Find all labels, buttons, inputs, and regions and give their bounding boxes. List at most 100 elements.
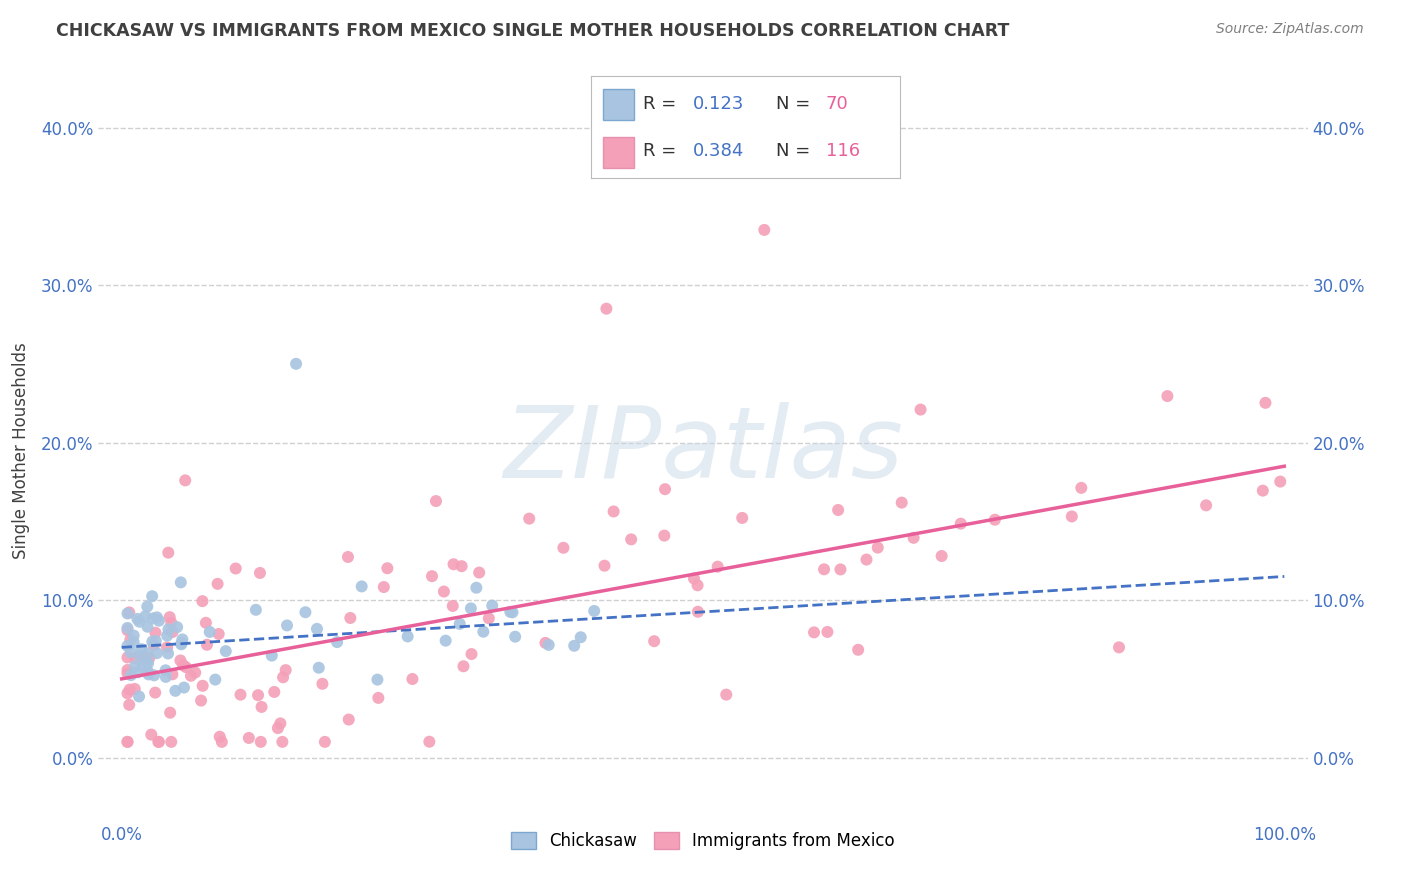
Text: N =: N = — [776, 95, 810, 112]
Text: R =: R = — [643, 95, 676, 112]
Point — [159, 610, 181, 624]
Point — [553, 541, 575, 555]
Point — [148, 735, 170, 749]
Point — [128, 690, 150, 704]
Point — [472, 624, 495, 639]
Text: Source: ZipAtlas.com: Source: ZipAtlas.com — [1216, 22, 1364, 37]
Point — [207, 577, 229, 591]
Point — [269, 716, 291, 731]
Point — [136, 656, 159, 670]
Point — [170, 636, 193, 650]
Point — [373, 580, 395, 594]
Bar — [603, 137, 634, 168]
Point — [683, 572, 706, 586]
Point — [271, 670, 294, 684]
Point — [339, 611, 361, 625]
Point — [534, 636, 557, 650]
Point — [166, 620, 188, 634]
Point — [846, 642, 869, 657]
Point — [453, 659, 475, 673]
Point — [136, 599, 159, 614]
Point — [654, 482, 676, 496]
Point — [208, 730, 231, 744]
Point — [377, 561, 399, 575]
Point — [170, 637, 193, 651]
Point — [754, 223, 776, 237]
Point — [481, 599, 503, 613]
Point — [1156, 389, 1178, 403]
Point — [122, 635, 145, 649]
Point — [890, 495, 912, 509]
Point — [142, 638, 165, 652]
Point — [141, 728, 163, 742]
Point — [311, 677, 333, 691]
Point — [148, 614, 170, 628]
Point — [204, 673, 226, 687]
Point — [247, 688, 270, 702]
Point — [122, 629, 145, 643]
Point — [117, 607, 139, 621]
Point — [172, 658, 194, 673]
Point — [117, 624, 139, 638]
Point — [138, 667, 160, 681]
Point — [225, 561, 247, 575]
Point — [910, 402, 932, 417]
Point — [433, 584, 456, 599]
Point — [336, 549, 359, 564]
Point — [160, 735, 183, 749]
Text: N =: N = — [776, 142, 810, 160]
Point — [129, 642, 152, 657]
Point — [157, 647, 180, 661]
Point — [134, 609, 156, 624]
Point — [449, 616, 471, 631]
Point — [652, 528, 675, 542]
Point — [118, 682, 141, 697]
Point — [156, 629, 179, 643]
Point — [931, 549, 953, 563]
Point — [441, 599, 464, 613]
Point — [716, 688, 738, 702]
Point — [434, 633, 457, 648]
Point — [813, 562, 835, 576]
Point — [117, 735, 139, 749]
Point — [191, 594, 214, 608]
Point — [1070, 481, 1092, 495]
Point — [308, 661, 330, 675]
Point — [314, 735, 336, 749]
Point — [830, 562, 852, 576]
Point — [169, 653, 191, 667]
Point — [238, 731, 260, 745]
Point — [118, 606, 141, 620]
Point — [146, 646, 169, 660]
Point — [271, 735, 294, 749]
Point — [686, 605, 709, 619]
Point — [174, 474, 197, 488]
Point — [142, 611, 165, 625]
Point — [117, 639, 139, 653]
Point — [159, 706, 181, 720]
Point — [155, 663, 177, 677]
Point — [157, 623, 180, 637]
Point — [143, 668, 166, 682]
Point — [127, 665, 149, 680]
Point — [146, 610, 169, 624]
Point — [145, 634, 167, 648]
Point — [180, 669, 202, 683]
Point — [120, 632, 142, 647]
Point — [305, 622, 328, 636]
Point — [326, 635, 349, 649]
Text: 0.384: 0.384 — [693, 142, 744, 160]
Point — [1270, 475, 1292, 489]
Point — [367, 690, 389, 705]
Point — [468, 566, 491, 580]
Point — [827, 503, 849, 517]
Point — [174, 660, 197, 674]
Point — [117, 663, 139, 677]
Point — [165, 683, 187, 698]
Point — [195, 638, 218, 652]
Point — [337, 713, 360, 727]
Point — [276, 618, 298, 632]
Point — [1254, 396, 1277, 410]
Point — [208, 627, 231, 641]
Point — [595, 301, 617, 316]
